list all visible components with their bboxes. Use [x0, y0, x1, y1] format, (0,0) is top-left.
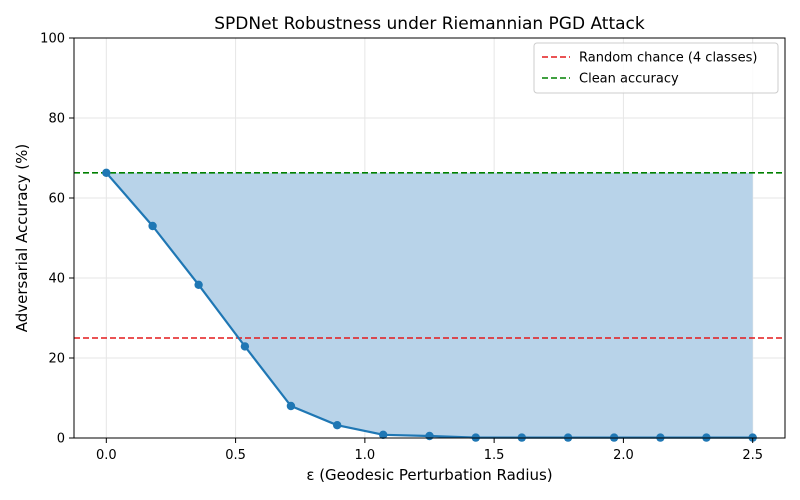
x-tick-label: 2.0 [613, 448, 634, 463]
legend-box [533, 42, 779, 94]
fill-area-layer [106, 172, 753, 438]
y-tick-label: 20 [48, 352, 65, 367]
data-point [286, 401, 296, 411]
x-tick-label: 0.5 [225, 448, 246, 463]
data-point [148, 221, 157, 231]
x-tick-label: 2.5 [742, 448, 763, 463]
y-tick-label: 100 [40, 32, 65, 47]
fill-area [106, 172, 753, 438]
x-tick-label: 1.0 [355, 448, 376, 463]
data-point [379, 430, 388, 439]
y-tick-label: 0 [57, 432, 65, 447]
y-axis-ticks: 0 20 40 60 80 100 [40, 32, 74, 447]
x-tick-label: 1.5 [484, 448, 505, 463]
legend: Random chance (4 classes) Clean accuracy [533, 42, 779, 94]
legend-label: Clean accuracy [579, 72, 679, 87]
y-tick-label: 80 [48, 112, 65, 127]
data-point [102, 168, 111, 177]
data-point [425, 431, 434, 441]
y-tick-label: 40 [48, 272, 65, 287]
y-axis-label: Adversarial Accuracy (%) [13, 144, 31, 332]
legend-label: Random chance (4 classes) [579, 51, 757, 66]
data-point [240, 342, 250, 351]
plot-frame [73, 37, 786, 439]
y-tick-label: 60 [48, 192, 65, 207]
reference-lines [74, 172, 785, 339]
x-tick-label: 0.0 [96, 448, 117, 463]
chart-title: SPDNet Robustness under Riemannian PGD A… [214, 14, 645, 34]
x-axis-label: ε (Geodesic Perturbation Radius) [306, 466, 552, 484]
data-point [194, 280, 203, 289]
x-axis-ticks: 0.0 0.5 1.0 1.5 2.0 2.5 [96, 438, 763, 463]
data-point [332, 421, 342, 430]
